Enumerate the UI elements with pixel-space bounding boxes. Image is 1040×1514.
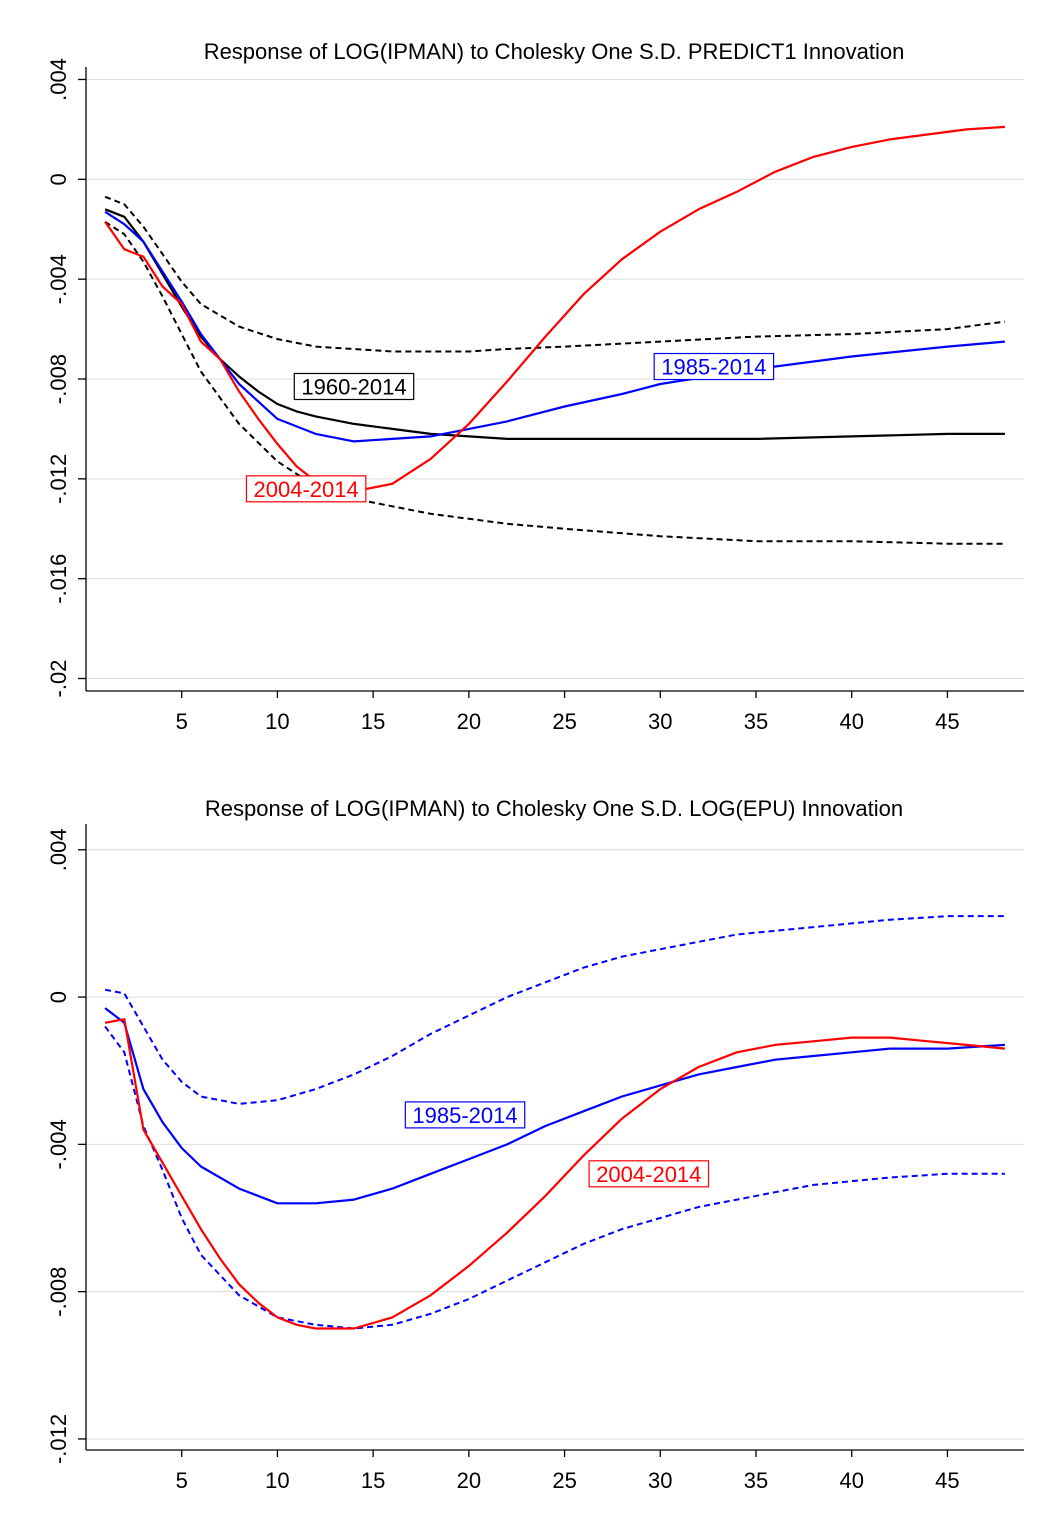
series-label-box — [404, 1101, 526, 1129]
y-tick-label: -.004 — [46, 254, 71, 304]
series-label-box — [653, 352, 775, 381]
x-tick-label: 20 — [457, 709, 481, 734]
x-tick-label: 25 — [552, 709, 576, 734]
confidence-band-line — [104, 1025, 1005, 1330]
x-tick-label: 35 — [744, 709, 768, 734]
x-tick-label: 10 — [265, 709, 289, 734]
x-tick-label: 5 — [176, 709, 188, 734]
series-label: 1985-2014 — [412, 1103, 517, 1128]
x-tick-label: 15 — [361, 709, 385, 734]
y-tick-label: -.008 — [46, 354, 71, 404]
y-tick-label: .004 — [46, 828, 71, 871]
series-label-box — [245, 475, 367, 503]
series-label: 1960-2014 — [301, 374, 406, 399]
y-tick-label: -.008 — [46, 1267, 71, 1317]
y-tick-label: -.012 — [46, 454, 71, 504]
chart-title: Response of LOG(IPMAN) to Cholesky One S… — [204, 39, 905, 64]
confidence-band-line — [104, 220, 1005, 545]
x-tick-label: 35 — [744, 1468, 768, 1493]
series-label-box — [293, 372, 415, 401]
y-tick-label: -.004 — [46, 1119, 71, 1169]
confidence-band-line — [104, 915, 1005, 1105]
x-tick-label: 5 — [176, 1468, 188, 1493]
chart-predict1-response: Response of LOG(IPMAN) to Cholesky One S… — [46, 39, 1024, 734]
chart-title: Response of LOG(IPMAN) to Cholesky One S… — [205, 796, 903, 821]
series-label: 2004-2014 — [254, 477, 359, 502]
x-tick-label: 20 — [457, 1468, 481, 1493]
y-tick-label: -.012 — [46, 1414, 71, 1464]
x-tick-label: 40 — [839, 1468, 863, 1493]
x-tick-label: 45 — [935, 709, 959, 734]
x-tick-label: 15 — [361, 1468, 385, 1493]
y-tick-label: 0 — [46, 173, 71, 185]
confidence-band-line — [104, 195, 1006, 353]
series-line — [104, 125, 1005, 493]
y-tick-label: .004 — [46, 58, 71, 101]
x-tick-label: 30 — [648, 1468, 672, 1493]
chart-epu-response: Response of LOG(IPMAN) to Cholesky One S… — [46, 796, 1024, 1493]
x-tick-label: 10 — [265, 1468, 289, 1493]
series-line — [104, 1007, 1005, 1205]
series-label-box — [588, 1160, 710, 1188]
series-line — [104, 1018, 1006, 1330]
series-label: 1985-2014 — [661, 355, 766, 380]
x-tick-label: 40 — [839, 709, 863, 734]
x-tick-label: 25 — [552, 1468, 576, 1493]
y-tick-label: -.02 — [46, 660, 71, 698]
y-tick-label: 0 — [46, 991, 71, 1003]
x-tick-label: 30 — [648, 709, 672, 734]
y-tick-label: -.016 — [46, 554, 71, 604]
series-line — [104, 208, 1005, 440]
x-tick-label: 45 — [935, 1468, 959, 1493]
series-label: 2004-2014 — [596, 1162, 701, 1187]
